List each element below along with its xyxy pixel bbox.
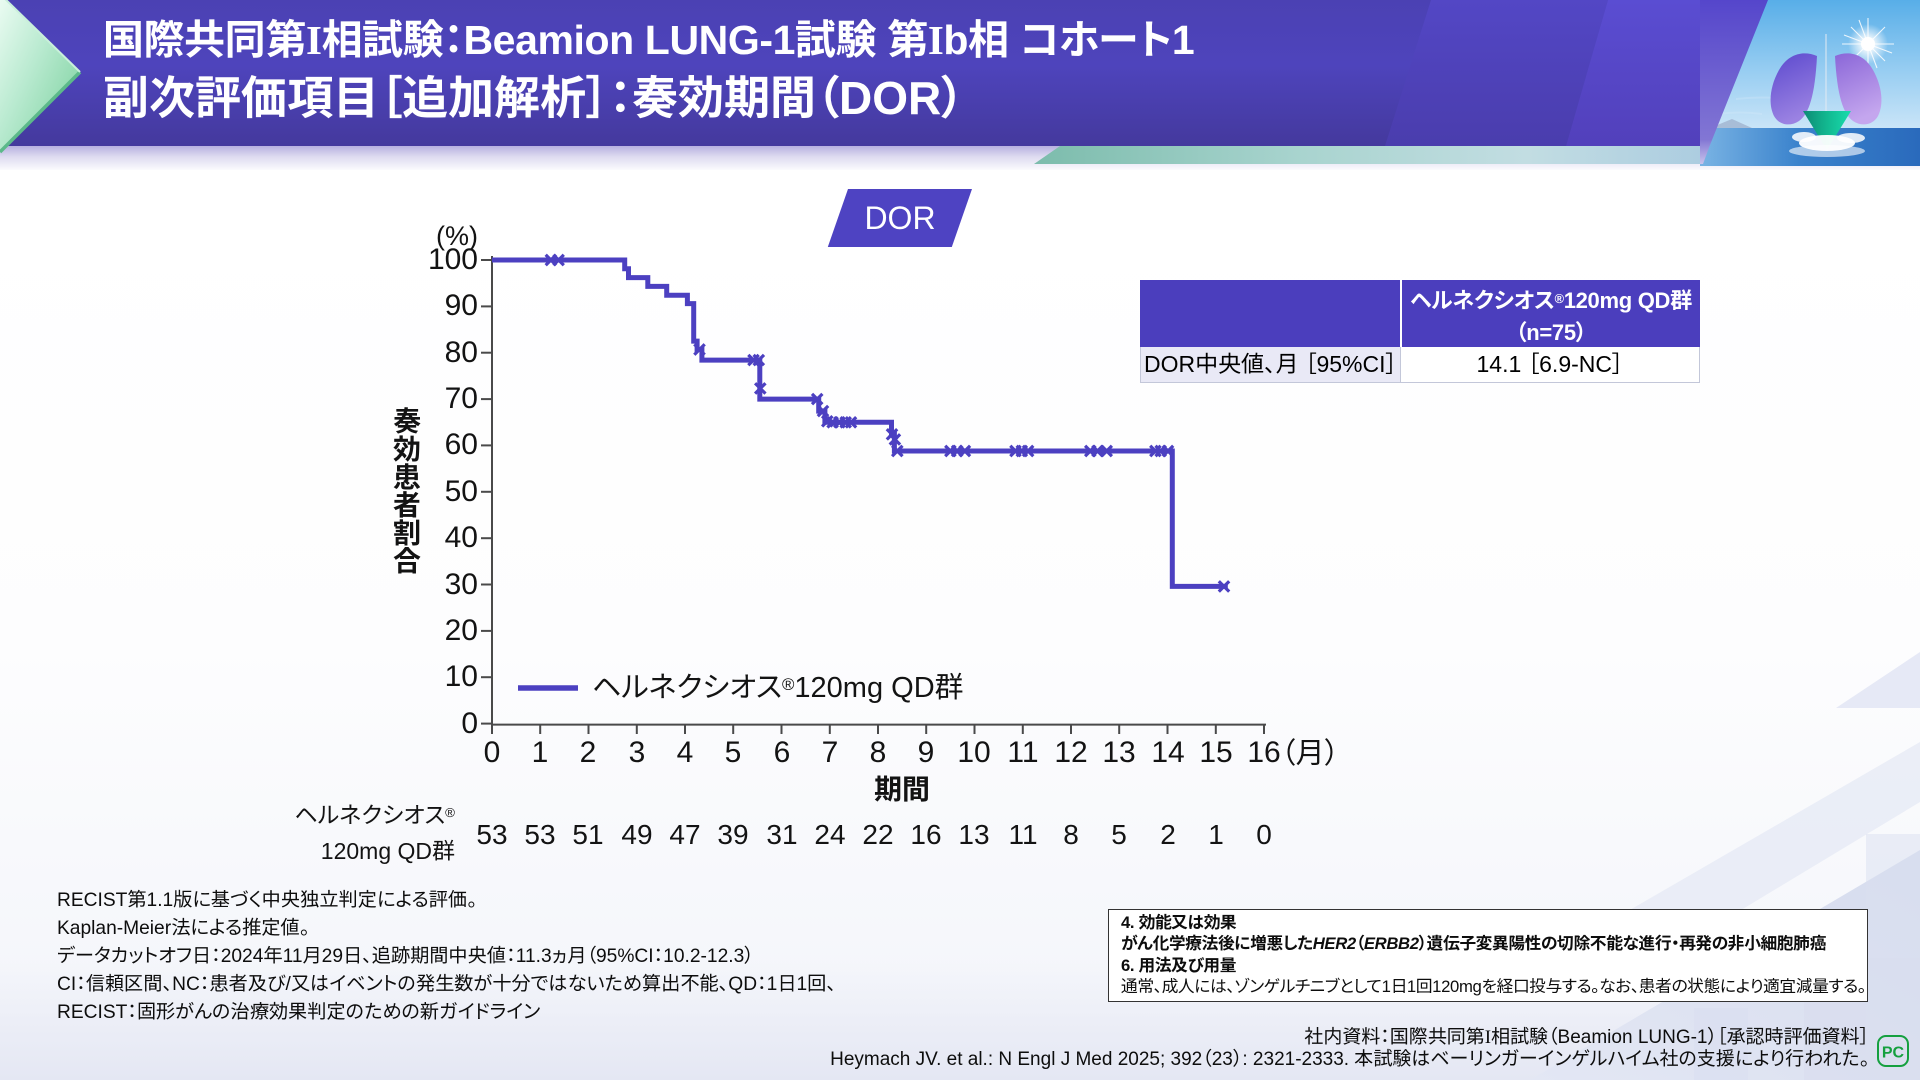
svg-text:PC: PC	[1882, 1045, 1905, 1062]
